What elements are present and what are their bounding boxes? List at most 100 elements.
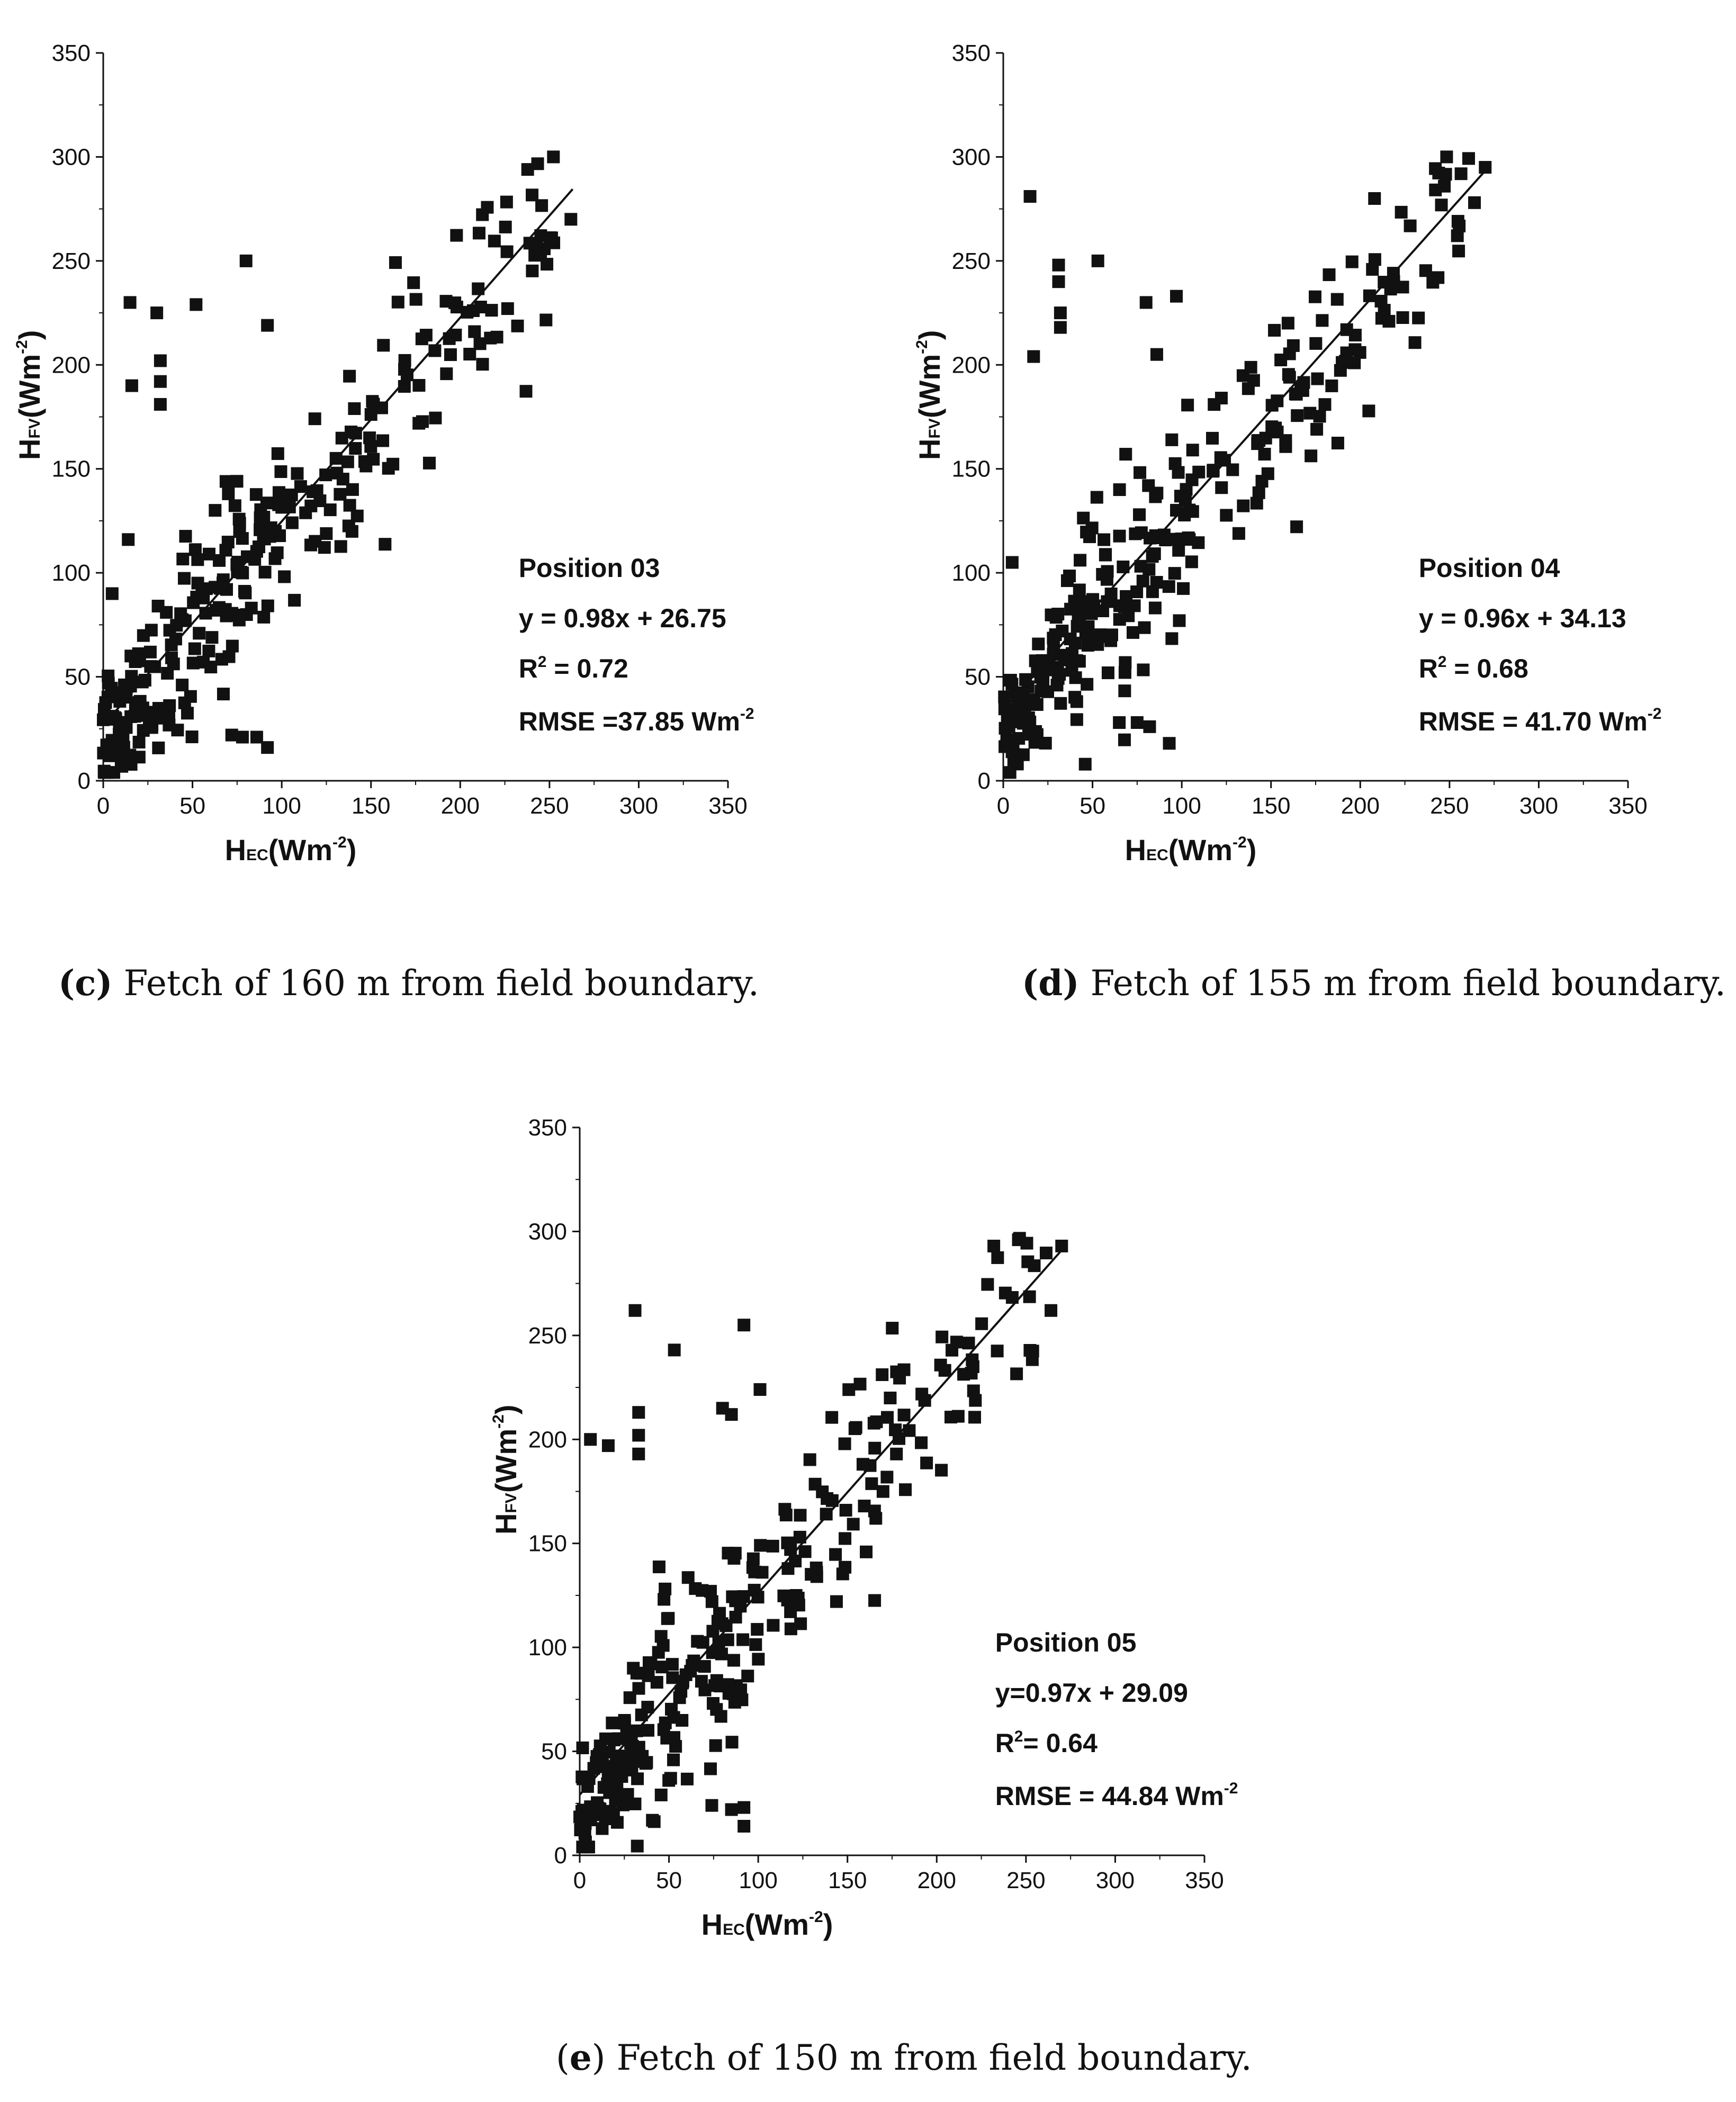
y-tick-label: 0 bbox=[554, 1843, 567, 1869]
scatter-point bbox=[261, 319, 274, 332]
scatter-point bbox=[1226, 463, 1239, 476]
scatter-point bbox=[1133, 508, 1146, 521]
scatter-point bbox=[391, 295, 404, 309]
scatter-point bbox=[867, 1417, 880, 1430]
annotation-r2: R2 = 0.72 bbox=[519, 653, 628, 683]
scatter-point bbox=[642, 1724, 655, 1737]
y-tick-label: 300 bbox=[52, 144, 91, 170]
scatter-point bbox=[876, 1485, 889, 1498]
scatter-point bbox=[1142, 479, 1155, 492]
scatter-point bbox=[998, 690, 1011, 703]
scatter-point bbox=[754, 1539, 767, 1552]
scatter-point bbox=[1008, 748, 1021, 761]
scatter-point bbox=[261, 599, 274, 612]
scatter-point bbox=[364, 440, 377, 453]
scatter-point bbox=[163, 699, 176, 712]
scatter-point bbox=[416, 415, 429, 428]
scatter-point bbox=[1404, 219, 1417, 232]
x-tick-label: 350 bbox=[708, 793, 747, 819]
scatter-point bbox=[1130, 585, 1144, 599]
scatter-point bbox=[839, 1532, 852, 1545]
scatter-point bbox=[230, 475, 244, 488]
scatter-point bbox=[641, 1701, 654, 1714]
scatter-point bbox=[1296, 384, 1309, 397]
scatter-point bbox=[1271, 394, 1284, 408]
scatter-point bbox=[606, 1716, 619, 1729]
scatter-point bbox=[1309, 337, 1323, 350]
y-tick-label: 150 bbox=[952, 456, 991, 482]
scatter-point bbox=[534, 247, 547, 260]
scatter-point bbox=[599, 1732, 612, 1745]
scatter-point bbox=[1348, 329, 1362, 342]
x-tick-label: 100 bbox=[1162, 793, 1201, 819]
scatter-chart-e: 0 50 100 150 200 250 300 350 0 50 100 150 200 250 300 3… bbox=[489, 1115, 1238, 1941]
scatter-point bbox=[196, 655, 210, 669]
scatter-point bbox=[1318, 398, 1332, 411]
scatter-point bbox=[190, 298, 203, 311]
scatter-point bbox=[1310, 422, 1324, 436]
scatter-point bbox=[132, 751, 146, 764]
scatter-point bbox=[228, 499, 241, 512]
scatter-point bbox=[659, 1582, 672, 1595]
y-tick-label: 300 bbox=[952, 144, 991, 170]
x-tick-label: 350 bbox=[1608, 793, 1647, 819]
scatter-point bbox=[1119, 448, 1132, 461]
scatter-point bbox=[981, 1278, 994, 1291]
scatter-point bbox=[847, 1518, 860, 1531]
scatter-point bbox=[676, 1713, 689, 1727]
scatter-point bbox=[450, 301, 463, 314]
x-axis-title: HEC(Wm-2) bbox=[701, 1908, 833, 1941]
scatter-point bbox=[389, 256, 402, 269]
annotation-rmse: RMSE = 44.84 Wm-2 bbox=[995, 1780, 1238, 1811]
scatter-point bbox=[1113, 529, 1126, 543]
scatter-point bbox=[576, 1772, 589, 1785]
scatter-point bbox=[659, 1716, 672, 1729]
scatter-point bbox=[830, 1595, 843, 1608]
scatter-point bbox=[590, 1756, 603, 1769]
scatter-point bbox=[1144, 531, 1157, 545]
scatter-point bbox=[631, 1772, 644, 1785]
scatter-point bbox=[1028, 1259, 1041, 1273]
scatter-point bbox=[1468, 196, 1481, 209]
scatter-point bbox=[1244, 360, 1257, 374]
scatter-point bbox=[1085, 607, 1098, 620]
scatter-point bbox=[547, 150, 560, 164]
x-tick-label: 150 bbox=[828, 1868, 867, 1893]
scatter-point bbox=[704, 1585, 717, 1598]
scatter-point bbox=[737, 1590, 750, 1603]
scatter-point bbox=[103, 738, 116, 751]
scatter-point bbox=[151, 599, 165, 612]
scatter-point bbox=[377, 339, 390, 352]
scatter-point bbox=[1206, 431, 1219, 445]
scatter-point bbox=[1165, 632, 1179, 645]
scatter-point bbox=[154, 375, 167, 388]
scatter-point bbox=[631, 1839, 644, 1853]
annotation-position: Position 05 bbox=[995, 1628, 1137, 1657]
caption-e: (e) Fetch of 150 m from field boundary. bbox=[556, 2037, 1252, 2078]
scatter-point bbox=[184, 690, 197, 703]
scatter-point bbox=[1030, 728, 1044, 741]
scatter-point bbox=[1173, 614, 1186, 627]
scatter-point bbox=[261, 741, 274, 754]
scatter-point bbox=[1005, 556, 1019, 569]
scatter-point bbox=[274, 465, 287, 478]
scatter-point bbox=[1452, 245, 1465, 258]
scatter-point bbox=[1255, 475, 1269, 488]
scatter-point bbox=[222, 487, 235, 500]
scatter-point bbox=[1126, 626, 1139, 639]
scatter-point bbox=[271, 546, 284, 560]
y-tick-label: 350 bbox=[952, 40, 991, 66]
annotation-position: Position 04 bbox=[1419, 553, 1560, 583]
scatter-point bbox=[584, 1433, 597, 1446]
scatter-point bbox=[860, 1545, 873, 1558]
scatter-point bbox=[936, 1330, 949, 1343]
scatter-point bbox=[1049, 662, 1062, 675]
scatter-point bbox=[1163, 737, 1176, 750]
scatter-point bbox=[132, 735, 146, 748]
scatter-point bbox=[880, 1471, 894, 1484]
scatter-point bbox=[500, 195, 513, 209]
scatter-point bbox=[1170, 290, 1183, 303]
scatter-point bbox=[1137, 663, 1150, 676]
scatter-point bbox=[726, 1687, 740, 1700]
scatter-point bbox=[617, 1760, 631, 1773]
